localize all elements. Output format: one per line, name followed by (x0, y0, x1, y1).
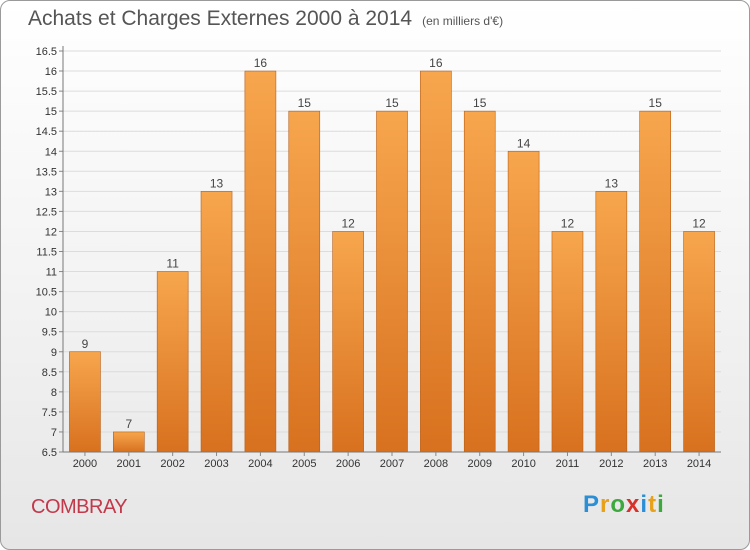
value-label-2007: 15 (385, 96, 399, 110)
chart-title: Achats et Charges Externes 2000 à 2014 (e… (28, 7, 503, 31)
y-tick-label: 13.5 (36, 166, 57, 178)
y-tick-label: 8.5 (42, 367, 57, 379)
value-label-2014: 12 (692, 216, 706, 230)
y-tick-label: 7 (51, 427, 57, 439)
y-tick-label: 11 (46, 267, 57, 279)
value-label-2001: 7 (125, 417, 132, 431)
value-label-2000: 9 (82, 337, 89, 351)
bar-2001 (113, 431, 145, 453)
y-tick-label: 12 (45, 226, 57, 238)
x-tick-label-2014: 2014 (687, 458, 711, 470)
bars-group: 9 7 11 13 16 15 12 15 16 15 14 12 13 15 12 (69, 56, 715, 453)
bar-2007 (376, 110, 408, 453)
value-label-2006: 12 (341, 216, 355, 230)
logo-letter: i (640, 491, 649, 518)
y-tick-label: 16 (45, 66, 57, 78)
chart-title-text: Achats et Charges Externes 2000 à 2014 (28, 7, 413, 30)
bar-2011 (551, 231, 584, 453)
bar-2005 (288, 110, 321, 453)
x-tick-label-2012: 2012 (599, 458, 623, 470)
bar-2004 (244, 70, 277, 453)
value-label-2004: 16 (254, 56, 268, 70)
y-tick-label: 7.5 (42, 407, 57, 419)
bar-2012 (595, 191, 628, 453)
bar-2009 (463, 110, 496, 453)
value-label-2009: 15 (473, 96, 487, 110)
x-tick-label-2003: 2003 (204, 458, 228, 470)
x-tick-label-2008: 2008 (424, 458, 448, 470)
logo-letter: i (657, 491, 665, 518)
axes-group: 6.5 7 7.5 8 8.5 9 9.5 10 10.5 11 11.5 12 12.5 13 13.5 1… (36, 46, 721, 470)
x-tick-label-2011: 2011 (556, 458, 580, 470)
logo-letter: t (648, 491, 658, 518)
value-label-2013: 15 (649, 96, 663, 110)
x-tick-label-2004: 2004 (248, 458, 272, 470)
y-tick-label: 12.5 (36, 206, 57, 218)
x-tick-label-2001: 2001 (117, 458, 141, 470)
y-tick-label: 10.5 (36, 287, 57, 299)
y-tick-label: 14.5 (36, 126, 57, 138)
value-label-2012: 13 (605, 176, 619, 190)
bar-2002 (156, 271, 189, 453)
x-tick-label-2005: 2005 (292, 458, 316, 470)
y-tick-label: 9.5 (42, 327, 57, 339)
bar-2010 (507, 150, 540, 453)
x-tick-label-2006: 2006 (336, 458, 360, 470)
bar-2013 (639, 110, 672, 453)
x-tick-label-2009: 2009 (467, 458, 491, 470)
y-tick-label: 11.5 (36, 247, 57, 259)
x-tick-label-2000: 2000 (73, 458, 97, 470)
value-label-2010: 14 (517, 136, 531, 150)
y-tick-label: 8 (51, 387, 57, 399)
bar-2014 (683, 231, 715, 453)
town-name: COMBRAY (31, 496, 128, 518)
value-label-2002: 11 (166, 257, 179, 271)
proxiti-logo: Proxiti (583, 491, 665, 519)
value-label-2011: 12 (561, 216, 575, 230)
y-tick-label: 10 (45, 307, 57, 319)
y-tick-label: 16.5 (36, 46, 57, 58)
logo-letter: x (626, 491, 641, 518)
y-tick-label: 6.5 (42, 447, 57, 459)
value-label-2003: 13 (210, 176, 224, 190)
bar-2006 (332, 231, 364, 453)
y-tick-label: 14 (45, 146, 57, 158)
bar-2003 (200, 191, 233, 453)
logo-letter: r (600, 491, 611, 518)
y-tick-label: 13 (45, 186, 57, 198)
x-tick-label-2013: 2013 (643, 458, 667, 470)
x-tick-label-2002: 2002 (160, 458, 184, 470)
value-label-2008: 16 (429, 56, 443, 70)
y-tick-label: 15 (45, 106, 57, 118)
chart-unit: (en milliers d'€) (422, 14, 504, 28)
value-label-2005: 15 (298, 96, 312, 110)
logo-letter: o (610, 491, 627, 518)
y-tick-label: 15.5 (36, 86, 57, 98)
x-tick-label-2007: 2007 (380, 458, 404, 470)
bar-2000 (69, 351, 101, 453)
bar-2008 (420, 70, 452, 453)
y-tick-label: 9 (51, 347, 57, 359)
logo-letter: P (583, 491, 601, 518)
x-tick-label-2010: 2010 (511, 458, 535, 470)
